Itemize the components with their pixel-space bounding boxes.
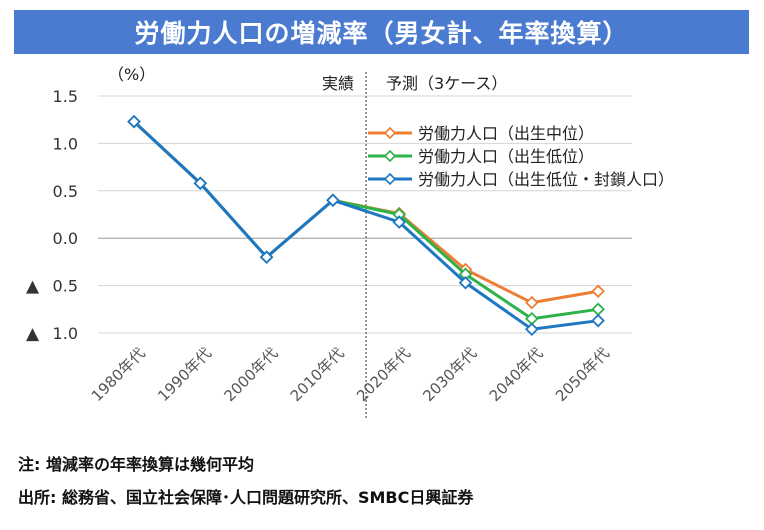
- x-axis: 1980年代 1990年代 2000年代 2010年代 2020年代 2030年代 2040…: [88, 344, 613, 405]
- legend-swatch-marker: [383, 172, 397, 186]
- data-point: [591, 284, 605, 299]
- y-tick-negative-marker: ▲: [26, 277, 40, 297]
- x-tick-label: 2000年代: [220, 344, 281, 405]
- series-line: [132, 120, 599, 331]
- y-tick-label: 0.5: [53, 277, 78, 296]
- y-unit-label: （%）: [108, 65, 155, 84]
- data-point: [326, 193, 340, 208]
- y-tick-label: 1.0: [53, 134, 78, 153]
- gridlines: [98, 95, 632, 334]
- chart-title-banner: 労働力人口の増減率（男女計、年率換算）: [14, 10, 749, 54]
- data-point: [193, 176, 208, 190]
- x-tick-label: 2030年代: [419, 344, 480, 405]
- x-tick-label: 2020年代: [353, 344, 414, 405]
- series-3: [127, 114, 605, 336]
- data-point: [259, 250, 274, 264]
- chart-title: 労働力人口の増減率（男女計、年率換算）: [134, 19, 629, 48]
- data-point: [591, 313, 605, 328]
- y-tick-label: 0.0: [53, 229, 78, 248]
- y-tick-label: 1.0: [53, 324, 78, 343]
- data-point: [458, 275, 473, 290]
- footnote-source: 出所: 総務省、国立社会保障･人口問題研究所、SMBC日興証券: [18, 488, 474, 507]
- legend: 労働力人口（出生中位） 労働力人口（出生低位） 労働力人口（出生低位・封鎖人口）: [368, 124, 674, 189]
- x-tick-label: 2040年代: [486, 344, 547, 405]
- legend-label: 労働力人口（出生中位）: [418, 124, 594, 143]
- x-tick-label: 1990年代: [154, 344, 215, 405]
- data-point: [591, 302, 605, 317]
- data-point: [525, 295, 539, 310]
- divider-label-forecast: 予測（3ケース）: [386, 74, 507, 93]
- data-point: [392, 215, 406, 229]
- y-tick-label: 1.5: [53, 87, 78, 106]
- forecast-divider: 実績 予測（3ケース）: [322, 72, 507, 418]
- y-tick-negative-marker: ▲: [26, 324, 40, 344]
- data-point: [127, 114, 141, 129]
- y-axis: 1.5 1.0 0.5 0.0 0.5 ▲ 1.0 ▲: [26, 87, 78, 344]
- legend-swatch-marker: [383, 126, 397, 140]
- x-tick-label: 2050年代: [552, 344, 613, 405]
- series-group: [127, 114, 605, 336]
- x-tick-label: 1980年代: [88, 344, 149, 405]
- x-tick-label: 2010年代: [287, 344, 348, 405]
- y-tick-label: 0.5: [53, 182, 78, 201]
- legend-swatch-marker: [383, 149, 397, 163]
- data-point: [525, 322, 539, 336]
- divider-label-actual: 実績: [322, 74, 354, 93]
- footnote-note: 注: 増減率の年率換算は幾何平均: [18, 455, 254, 474]
- legend-label: 労働力人口（出生低位・封鎖人口）: [418, 170, 674, 189]
- legend-label: 労働力人口（出生低位）: [418, 147, 594, 166]
